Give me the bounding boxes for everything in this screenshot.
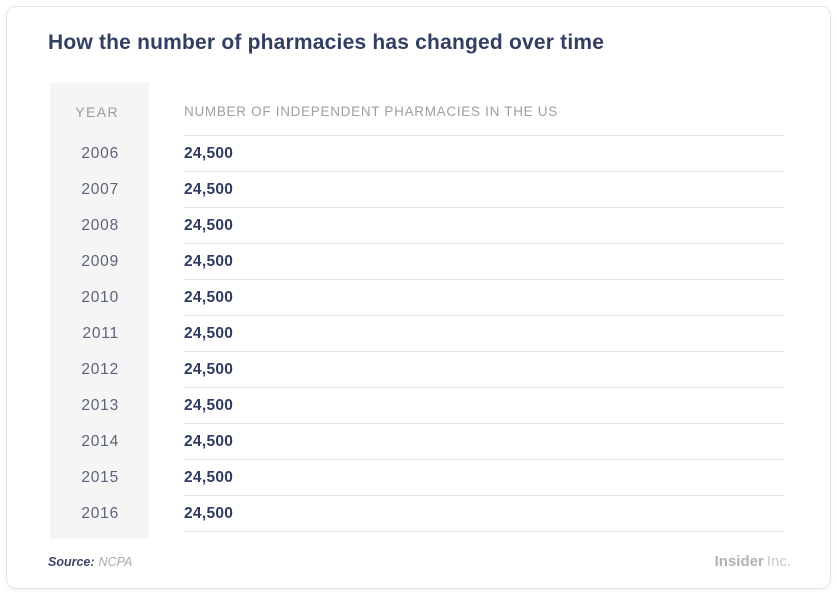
year-label: 2016	[81, 505, 119, 522]
table-row: 2015 24,500	[7, 459, 830, 495]
table-row: 2016 24,500	[7, 495, 830, 531]
publisher-name: Insider	[714, 553, 764, 570]
table-row: 2011 24,500	[7, 315, 830, 351]
value-label: 24,500	[184, 505, 234, 522]
table-row: 2006 24,500	[7, 135, 830, 171]
value-label: 24,500	[184, 145, 234, 162]
value-column-header: NUMBER OF INDEPENDENT PHARMACIES IN THE …	[184, 104, 558, 119]
year-column-header: YEAR	[75, 104, 119, 120]
table-row: 2012 24,500	[7, 351, 830, 387]
chart-rows: 2006 24,500 2007 24,500 2008 24,500 2009…	[7, 135, 830, 532]
publisher-suffix: Inc.	[766, 553, 791, 570]
table-row: 2013 24,500	[7, 387, 830, 423]
year-label: 2015	[81, 469, 119, 486]
bar-track	[257, 361, 784, 377]
table-row: 2007 24,500	[7, 171, 830, 207]
source-note: Source: NCPA	[48, 555, 132, 569]
source-label: Source:	[48, 555, 95, 569]
year-column-background	[50, 83, 149, 539]
table-row: 2010 24,500	[7, 279, 830, 315]
bar-track	[257, 181, 784, 197]
value-label: 24,500	[184, 361, 234, 378]
year-label: 2009	[81, 253, 119, 270]
bar-track	[257, 397, 784, 413]
value-label: 24,500	[184, 253, 234, 270]
year-label: 2007	[81, 181, 119, 198]
bar-track	[257, 469, 784, 485]
bar-track	[257, 325, 784, 341]
bar-track	[257, 217, 784, 233]
source-value: NCPA	[98, 555, 133, 569]
value-label: 24,500	[184, 217, 234, 234]
value-label: 24,500	[184, 325, 234, 342]
value-label: 24,500	[184, 469, 234, 486]
year-label: 2014	[81, 433, 119, 450]
bar-track	[257, 433, 784, 449]
bar-track	[257, 253, 784, 269]
bar-track	[257, 145, 784, 161]
value-label: 24,500	[184, 181, 234, 198]
year-label: 2008	[81, 217, 119, 234]
chart-card: How the number of pharmacies has changed…	[6, 6, 831, 589]
value-label: 24,500	[184, 289, 234, 306]
publisher-logo: Insider Inc.	[715, 553, 791, 570]
year-label: 2012	[81, 361, 119, 378]
value-label: 24,500	[184, 397, 234, 414]
bar-track	[257, 505, 784, 521]
year-label: 2013	[81, 397, 119, 414]
table-row: 2014 24,500	[7, 423, 830, 459]
table-row: 2008 24,500	[7, 207, 830, 243]
year-label: 2011	[82, 325, 119, 342]
page-title: How the number of pharmacies has changed…	[48, 31, 605, 54]
value-label: 24,500	[184, 433, 234, 450]
table-row: 2009 24,500	[7, 243, 830, 279]
year-label: 2006	[81, 145, 119, 162]
year-label: 2010	[81, 289, 119, 306]
bar-track	[257, 289, 784, 305]
